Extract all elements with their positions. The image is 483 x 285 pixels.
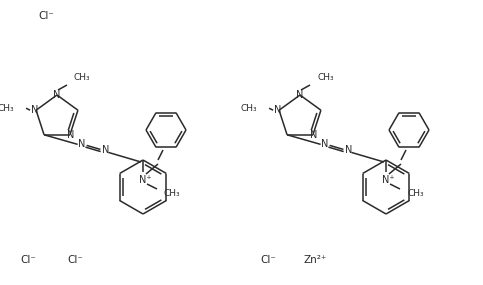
Text: CH₃: CH₃ — [317, 72, 334, 82]
Text: N: N — [274, 105, 282, 115]
Text: N: N — [53, 90, 61, 100]
Text: N: N — [67, 130, 74, 140]
Text: Cl⁻: Cl⁻ — [38, 11, 54, 21]
Text: N: N — [310, 130, 318, 140]
Text: N: N — [296, 90, 304, 100]
Text: N: N — [102, 145, 109, 155]
Text: N: N — [345, 145, 352, 155]
Text: CH₃: CH₃ — [241, 104, 257, 113]
Text: N⁺: N⁺ — [382, 175, 394, 185]
Text: CH₃: CH₃ — [0, 104, 14, 113]
Text: Zn²⁺: Zn²⁺ — [303, 255, 327, 265]
Text: N: N — [31, 105, 39, 115]
Text: CH₃: CH₃ — [407, 190, 424, 198]
Text: Cl⁻: Cl⁻ — [260, 255, 276, 265]
Text: CH₃: CH₃ — [74, 72, 91, 82]
Text: Cl⁻: Cl⁻ — [20, 255, 36, 265]
Text: N: N — [78, 139, 85, 149]
Text: N⁺: N⁺ — [139, 175, 151, 185]
Text: N: N — [321, 139, 328, 149]
Text: Cl⁻: Cl⁻ — [67, 255, 83, 265]
Text: CH₃: CH₃ — [164, 190, 181, 198]
